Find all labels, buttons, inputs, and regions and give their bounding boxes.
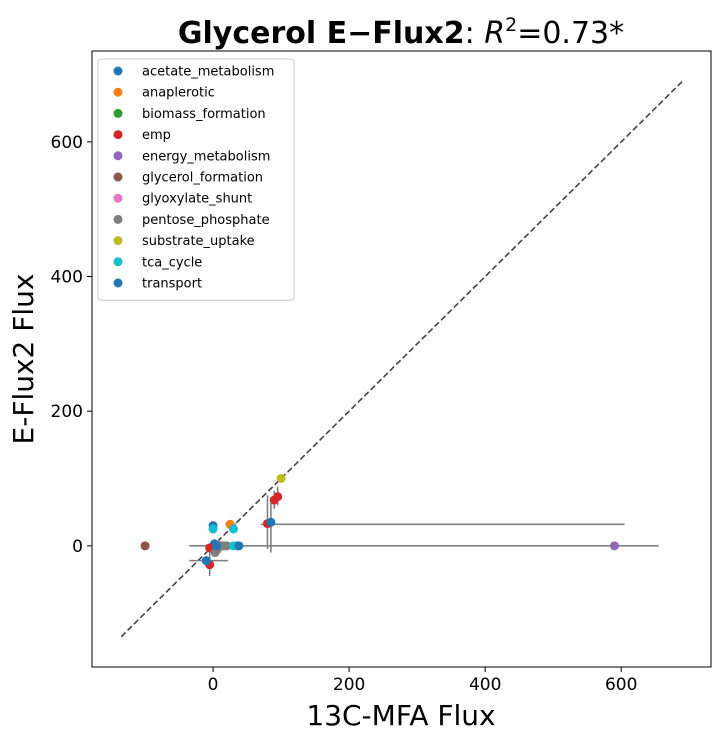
- legend-marker: [113, 66, 123, 76]
- y-tick-label: 0: [72, 537, 83, 557]
- legend-marker: [113, 193, 123, 203]
- chart-title: Glycerol E−Flux2: R2=0.73*: [178, 14, 624, 51]
- legend-label: glycerol_formation: [142, 171, 263, 186]
- data-point-transport: [201, 556, 211, 566]
- legend-marker: [113, 108, 123, 118]
- data-point-tca-cycle: [208, 524, 218, 534]
- legend-label: energy_metabolism: [142, 149, 270, 164]
- legend-marker: [113, 151, 123, 161]
- x-tick-label: 600: [605, 675, 637, 695]
- legend-marker: [113, 130, 123, 140]
- x-tick-label: 0: [208, 675, 219, 695]
- legend-marker: [113, 214, 123, 224]
- y-tick-label: 200: [51, 402, 83, 422]
- x-tick-label: 200: [333, 675, 365, 695]
- legend-box: [97, 58, 295, 301]
- data-point-tca-cycle: [228, 524, 238, 534]
- svg-text:Glycerol E−Flux2: R2=0.73*: Glycerol E−Flux2: R2=0.73*: [178, 14, 624, 51]
- legend-label: acetate_metabolism: [142, 65, 274, 80]
- data-point-emp: [273, 492, 283, 502]
- legend-label: transport: [142, 277, 202, 292]
- legend-label: pentose_phosphate: [142, 213, 270, 228]
- legend-marker: [113, 172, 123, 182]
- x-axis-label: 13C-MFA Flux: [306, 699, 495, 732]
- legend-label: substrate_uptake: [142, 234, 255, 249]
- plot-frame: [91, 50, 712, 668]
- data-point-glycerol-formation: [140, 541, 150, 551]
- title-r-text: R: [484, 16, 505, 51]
- title-sup-text: 2: [505, 14, 517, 36]
- data-point-pentose-phosphate: [222, 541, 232, 551]
- legend-label: biomass_formation: [142, 107, 266, 122]
- legend: acetate_metabolism anaplerotic biomass_for…: [97, 58, 295, 301]
- data-point-transport: [234, 541, 244, 551]
- legend-label: anaplerotic: [142, 86, 215, 101]
- y-axis-label: E-Flux2 Flux: [7, 274, 40, 445]
- legend-label: emp: [142, 128, 171, 143]
- title-colon-text: :: [465, 16, 485, 51]
- title-bold-text: Glycerol E−Flux2: [178, 16, 465, 51]
- title-value-text: =0.73*: [517, 16, 624, 51]
- x-tick-label: 400: [469, 675, 501, 695]
- legend-label: tca_cycle: [142, 255, 202, 270]
- data-point-transport: [211, 541, 221, 551]
- legend-marker: [113, 87, 123, 97]
- data-point-energy-metabolism: [609, 541, 619, 551]
- plot-area: [120, 80, 683, 638]
- data-point-substrate-uptake: [276, 473, 286, 483]
- y-tick-label: 400: [51, 268, 83, 288]
- legend-marker: [113, 278, 123, 288]
- data-point-transport: [266, 517, 276, 527]
- legend-marker: [113, 257, 123, 267]
- legend-marker: [113, 236, 123, 246]
- y-tick-label: 600: [51, 133, 83, 153]
- legend-label: glyoxylate_shunt: [142, 192, 252, 207]
